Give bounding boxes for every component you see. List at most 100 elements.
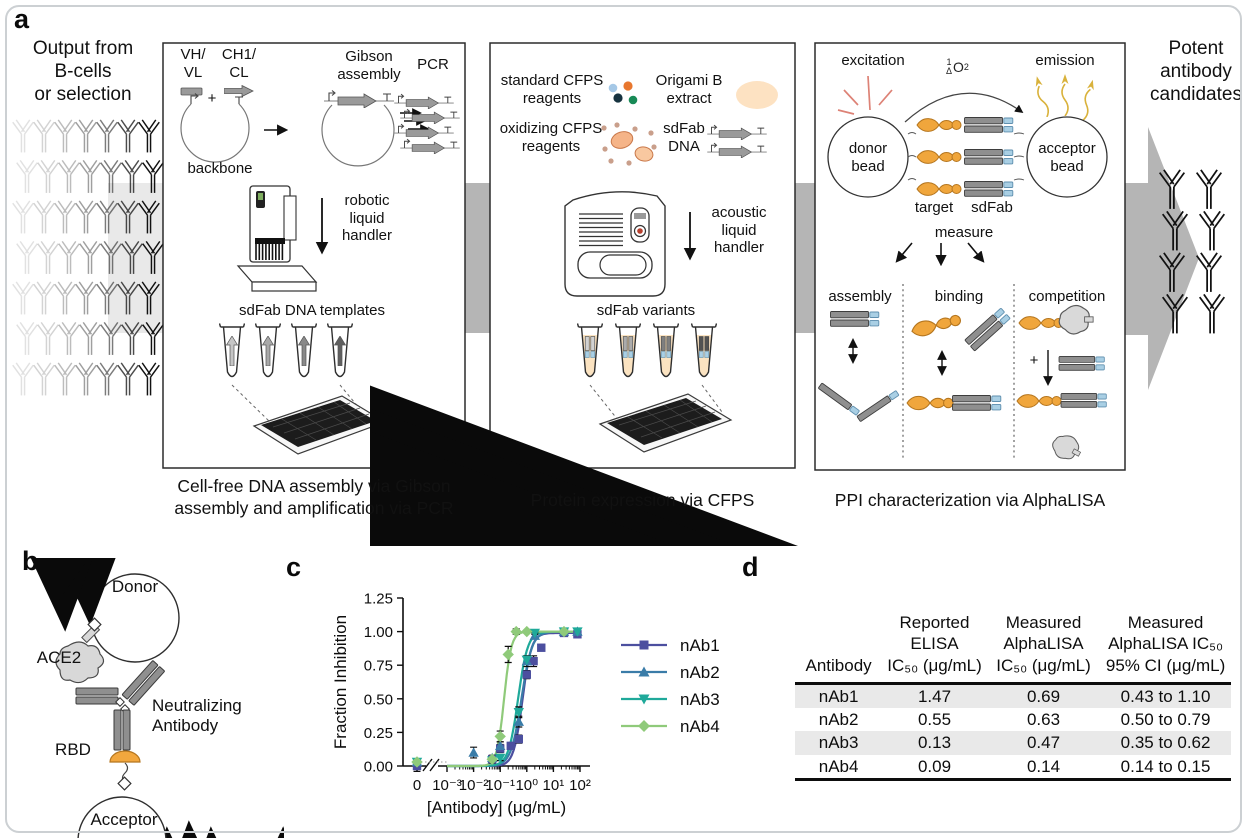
table-row: nAb4 0.09 0.14 0.14 to 0.15 (795, 755, 1231, 780)
binding-notch-icon (117, 776, 132, 791)
acceptor-bead-icon (77, 796, 167, 838)
table-cell: 0.43 to 1.10 (1120, 686, 1211, 706)
antibody-icon (138, 119, 160, 154)
antibody-icon (12, 119, 34, 154)
x-tick-label: 10² (569, 777, 591, 794)
antibody-icon (33, 281, 55, 316)
rbd-icon (109, 750, 141, 763)
target-sdfab-pairs (907, 117, 1025, 197)
origami-extract-label: Origami B extract (655, 72, 723, 107)
vh-vl-fragment-icon (180, 87, 203, 96)
assembly-label: assembly (828, 288, 892, 305)
target-label: target (914, 199, 954, 216)
legend-label: nAb2 (680, 663, 720, 682)
output-from-bcells-text: Output from B-cells or selection (32, 38, 134, 105)
y-tick-label: 0.50 (364, 691, 393, 708)
x-tick-label: 10⁰ (515, 777, 538, 794)
pcr-label: PCR (417, 56, 449, 73)
acceptor-label: Acceptor (90, 810, 158, 829)
table-cell: 0.63 (1026, 710, 1061, 729)
antibody-icon (12, 200, 34, 235)
marker-triangle-up (468, 747, 479, 757)
dashed-link (589, 384, 723, 421)
box3-caption: PPI characterization via AlphaLISA (834, 490, 1106, 510)
acceptor-bead-icon (1026, 116, 1108, 198)
marker-triangle-up (638, 666, 650, 677)
x-tick-label: 10⁻¹ (485, 777, 515, 794)
plus-label: + (207, 90, 217, 107)
antibody-icon (54, 362, 76, 397)
marker-diamond (521, 625, 533, 638)
antibody-icon (96, 119, 118, 154)
antibody-icon (37, 321, 59, 356)
antibody-icon (37, 159, 59, 194)
panel-a-label: a (14, 4, 30, 34)
marker-diamond (510, 625, 522, 638)
gibson-assembly-label: Gibson assembly (337, 48, 401, 83)
marker-diamond (411, 756, 423, 768)
box3-graphics (370, 74, 1108, 546)
antibody-icon (138, 362, 160, 397)
table-row: nAb3 0.13 0.47 0.35 to 0.62 (795, 731, 1231, 755)
standard-cfps-dots-icon (608, 81, 638, 105)
assembled-plasmid-icon (321, 104, 395, 167)
antibody-icon (75, 362, 97, 397)
panel-c-label: c (286, 552, 302, 582)
robotic-handler-label: robotic liquid handler (341, 192, 393, 245)
box2-graphics (564, 81, 778, 453)
y-tick-label: 1.00 (364, 624, 393, 641)
box2-caption: Protein expression via CFPS (530, 490, 755, 510)
axis-break-icon (422, 758, 440, 772)
marker-triangle-down (638, 694, 650, 705)
y-tick-label: 0.25 (364, 725, 393, 742)
table-cell: 0.55 (917, 710, 952, 729)
marker-square (537, 643, 546, 652)
antibody-icon (1195, 168, 1223, 210)
col-header-ci: Measured AlphaLISA IC₅₀ 95% CI (μg/mL) (1105, 613, 1226, 675)
table-cell: nAb3 (818, 733, 859, 753)
marker-square (506, 741, 515, 751)
antibody-icon (16, 321, 38, 356)
sdfab-dna-label: sdFab DNA (663, 120, 705, 155)
legend-label: nAb4 (680, 717, 720, 736)
rbd-label: RBD (55, 740, 91, 759)
measure-label: measure (934, 224, 994, 241)
oxidizing-reagents-icon (601, 122, 657, 166)
panel-d-label: d (742, 552, 759, 582)
emission-label: emission (1035, 52, 1095, 69)
marker-square (529, 656, 538, 666)
antibody-icon (58, 321, 80, 356)
backbone-plasmid-icon (180, 103, 250, 163)
antibody-icon (12, 281, 34, 316)
legend-label: nAb3 (680, 690, 720, 709)
col-header-measured-alphalisa: Measured AlphaLISA IC₅₀ (μg/mL) (996, 613, 1091, 675)
antibody-icon (75, 119, 97, 154)
marker-square (639, 640, 649, 650)
antibody-icon (33, 362, 55, 397)
antibody-icon (37, 240, 59, 275)
acoustic-handler-label: acoustic liquid handler (711, 204, 767, 257)
potent-candidates-text: Potent antibody candidates (1150, 38, 1242, 105)
donor-label: Donor (111, 577, 159, 596)
table-cell: 0.13 (917, 733, 952, 753)
col-header-reported-elisa: Reported ELISA IC₅₀ (μg/mL) (887, 613, 982, 675)
marker-diamond (502, 648, 514, 661)
marker-triangle-down (513, 708, 524, 718)
table-row: nAb2 0.55 0.63 0.50 to 0.79 (795, 708, 1231, 731)
robotic-liquid-handler-icon (236, 185, 318, 292)
marker-triangle-down (529, 628, 541, 639)
antibody-icon (1195, 251, 1223, 293)
antibody-icon (117, 362, 139, 397)
table-cell: 1.47 (917, 686, 952, 706)
antibody-icon (117, 119, 139, 154)
antibody-icon (79, 321, 101, 356)
x-tick-label: 10¹ (543, 777, 565, 794)
table-cell: nAb1 (818, 686, 859, 706)
x-tick-label: 10⁻³ (432, 777, 462, 794)
x-tick-label: 10⁻² (459, 777, 489, 794)
antibody-icon (75, 200, 97, 235)
binding-label: binding (934, 288, 984, 305)
ch1-cl-label: CH1/ CL (221, 46, 257, 81)
